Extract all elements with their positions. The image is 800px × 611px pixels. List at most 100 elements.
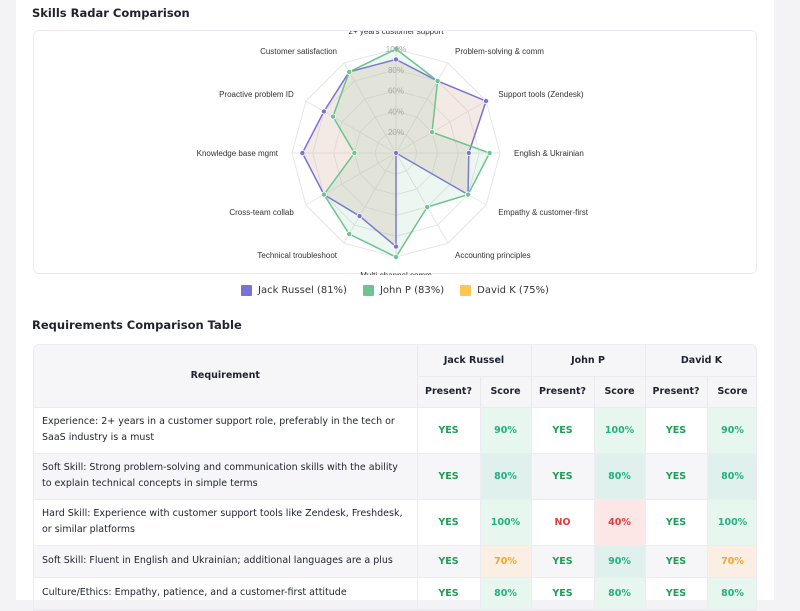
- radar-axis-label: Knowledge base mgmt: [197, 149, 279, 158]
- radar-data-point: [351, 150, 358, 157]
- radar-data-point: [346, 68, 353, 75]
- legend-label: John P (83%): [379, 285, 445, 296]
- radar-data-point: [320, 191, 327, 198]
- score-column-header: Score: [480, 376, 532, 408]
- radar-data-point: [486, 150, 493, 157]
- radar-data-point: [429, 129, 436, 136]
- present-cell: YES: [645, 407, 708, 454]
- candidate-header: John P: [531, 345, 646, 377]
- score-cell: 90%: [480, 407, 532, 454]
- legend-item[interactable]: Jack Russel (81%): [241, 285, 347, 296]
- radar-spoke: [305, 100, 397, 154]
- radar-axis-label: Customer satisfaction: [260, 47, 337, 56]
- score-cell: 80%: [594, 453, 646, 500]
- radar-axis-label: Multi-channel comm: [360, 271, 432, 275]
- radar-spoke: [395, 62, 449, 154]
- requirement-cell: Experience: 2+ years in a customer suppo…: [34, 407, 418, 454]
- legend-swatch: [241, 285, 253, 296]
- radar-axis-label: Support tools (Zendesk): [498, 90, 584, 99]
- present-cell: YES: [531, 407, 595, 454]
- radar-axis-label: Proactive problem ID: [219, 90, 294, 99]
- radar-chart-card: 20% 40% 60% 80% 100% 2+ years customer suppor…: [33, 30, 757, 275]
- candidate-header: Jack Russel: [417, 345, 532, 377]
- present-cell: YES: [417, 407, 481, 454]
- requirements-table-card: Requirement Jack Russel John P David K Prese…: [33, 344, 757, 611]
- score-cell: 70%: [707, 545, 756, 578]
- radar-spoke: [395, 152, 449, 244]
- radar-tick-label: 40%: [388, 107, 404, 116]
- present-cell: YES: [531, 577, 595, 610]
- table-row: Culture/Ethics: Empathy, patience, and a…: [34, 577, 756, 610]
- present-column-header: Present?: [531, 376, 595, 408]
- radar-data-point: [465, 191, 472, 198]
- present-cell: YES: [645, 545, 708, 578]
- radar-axis-label: 2+ years customer support: [349, 31, 445, 36]
- radar-data-point: [392, 253, 399, 260]
- radar-section-title: Skills Radar Comparison: [32, 6, 190, 20]
- score-cell: 40%: [594, 499, 646, 546]
- radar-tick-label: 80%: [388, 66, 404, 75]
- present-cell: YES: [645, 453, 708, 500]
- legend-item[interactable]: John P (83%): [362, 285, 445, 296]
- table-row: Soft Skill: Strong problem-solving and c…: [34, 453, 756, 500]
- legend-swatch: [460, 285, 472, 296]
- chart-legend: Jack Russel (81%) John P (83%) David K (75…: [16, 285, 774, 296]
- score-cell: 100%: [480, 499, 532, 546]
- radar-tick-label: 60%: [388, 87, 404, 96]
- table-section-title: Requirements Comparison Table: [32, 318, 242, 332]
- requirement-cell: Culture/Ethics: Empathy, patience, and a…: [34, 577, 418, 610]
- present-cell: YES: [645, 499, 708, 546]
- radar-spoke: [343, 152, 397, 244]
- radar-tick-label: 20%: [388, 128, 404, 137]
- table-row: Hard Skill: Experience with customer sup…: [34, 499, 756, 546]
- legend-item[interactable]: David K (75%): [460, 285, 549, 296]
- score-cell: 90%: [594, 545, 646, 578]
- score-column-header: Score: [707, 376, 756, 408]
- legend-label: Jack Russel (81%): [258, 285, 347, 296]
- present-cell: YES: [531, 453, 595, 500]
- radar-data-point: [329, 113, 336, 120]
- candidate-header: David K: [645, 345, 756, 377]
- radar-data-point: [299, 150, 306, 157]
- radar-axis-label: Technical troubleshoot: [257, 251, 337, 260]
- score-cell: 100%: [707, 499, 756, 546]
- radar-tick-label: 100%: [386, 45, 406, 54]
- score-cell: 80%: [707, 577, 756, 610]
- radar-data-point: [424, 204, 431, 211]
- radar-spoke: [395, 100, 487, 154]
- present-cell: YES: [417, 577, 481, 610]
- score-cell: 90%: [707, 407, 756, 454]
- radar-axis-label: Empathy & customer-first: [498, 208, 589, 217]
- radar-chart: 20% 40% 60% 80% 100% 2+ years customer suppor…: [197, 31, 589, 275]
- score-cell: 100%: [594, 407, 646, 454]
- requirement-cell: Hard Skill: Experience with customer sup…: [34, 499, 418, 546]
- radar-data-point: [483, 98, 490, 105]
- present-cell: YES: [417, 453, 481, 500]
- radar-data-point: [392, 243, 399, 250]
- score-cell: 80%: [707, 453, 756, 500]
- radar-data-point: [320, 108, 327, 115]
- radar-data-point: [392, 150, 399, 157]
- present-cell: YES: [417, 545, 481, 578]
- requirements-table: Requirement Jack Russel John P David K Prese…: [34, 345, 756, 610]
- score-column-header: Score: [594, 376, 646, 408]
- radar-data-point: [434, 77, 441, 84]
- requirement-cell: Soft Skill: Strong problem-solving and c…: [34, 453, 418, 500]
- radar-data-point: [392, 45, 399, 52]
- radar-data-point: [465, 150, 472, 157]
- present-cell: YES: [531, 545, 595, 578]
- table-row: Soft Skill: Fluent in English and Ukrain…: [34, 545, 756, 578]
- present-column-header: Present?: [417, 376, 481, 408]
- radar-data-point: [392, 56, 399, 63]
- radar-axis-label: Accounting principles: [455, 251, 531, 260]
- main-content: Skills Radar Comparison 20% 40% 60% 80% 100%…: [16, 0, 774, 611]
- present-column-header: Present?: [645, 376, 708, 408]
- radar-spoke: [343, 62, 397, 154]
- radar-data-point: [346, 231, 353, 238]
- table-row: Experience: 2+ years in a customer suppo…: [34, 407, 756, 454]
- legend-label: David K (75%): [477, 285, 549, 296]
- radar-axis-label: English & Ukrainian: [514, 149, 584, 158]
- score-cell: 70%: [480, 545, 532, 578]
- present-cell: NO: [531, 499, 595, 546]
- score-cell: 80%: [594, 577, 646, 610]
